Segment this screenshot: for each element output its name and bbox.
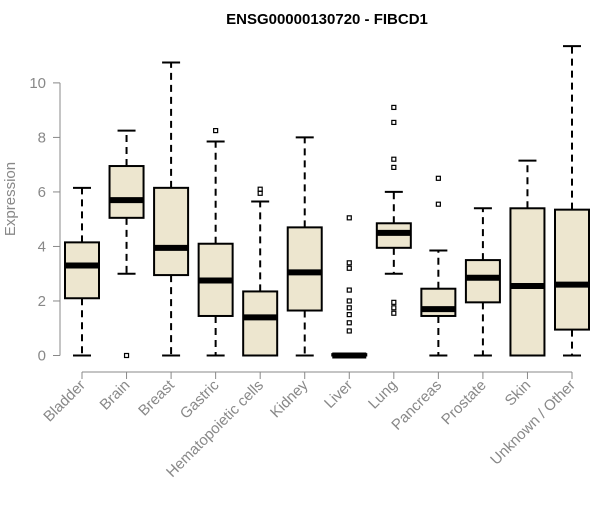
box-bladder	[64, 186, 100, 357]
outlier-point	[213, 127, 219, 134]
chart-title: ENSG00000130720 - FIBCD1	[226, 11, 428, 28]
iqr-box	[108, 165, 145, 219]
y-axis-label: Expression	[2, 162, 19, 236]
box-lung	[375, 104, 412, 316]
box-pancreas	[420, 175, 457, 357]
box-gastric	[197, 127, 234, 357]
iqr-box	[286, 226, 323, 312]
outlier-point	[391, 104, 397, 111]
outlier-point	[435, 175, 441, 181]
outlier-point	[257, 186, 263, 192]
outlier-point	[391, 164, 397, 170]
outlier-point	[435, 201, 441, 207]
outlier-point	[391, 299, 397, 305]
y-tick-label: 0	[38, 348, 46, 365]
outlier-point	[346, 305, 352, 311]
box-hematopoietic-cells	[242, 186, 279, 357]
outlier-point	[257, 190, 263, 196]
box-breast	[153, 61, 190, 357]
outlier-point	[346, 287, 352, 293]
box-unknown-other	[554, 45, 590, 357]
x-tick-label: Lung	[365, 377, 401, 413]
x-tick-label: Skin	[502, 377, 535, 410]
outlier-point	[346, 215, 352, 221]
x-tick-label: Kidney	[267, 376, 312, 421]
iqr-box	[64, 241, 100, 300]
outlier-point	[346, 320, 352, 326]
outlier-point	[391, 156, 397, 162]
y-tick-label: 6	[38, 184, 46, 201]
box-brain	[108, 129, 145, 359]
outlier-point	[346, 328, 352, 334]
outlier-point	[391, 305, 397, 311]
outlier-point	[391, 119, 397, 126]
outlier-point	[346, 298, 352, 304]
y-tick-label: 8	[38, 129, 46, 146]
x-tick-label: Unknown / Other	[487, 377, 579, 469]
y-tick-label: 4	[38, 238, 46, 255]
outlier-point	[391, 310, 397, 316]
outlier-point	[346, 312, 352, 318]
outlier-point	[346, 265, 352, 271]
iqr-box	[509, 207, 546, 357]
iqr-box	[464, 259, 501, 304]
x-tick-label: Bladder	[40, 377, 89, 426]
box-kidney	[286, 136, 323, 357]
x-tick-label: Brain	[97, 377, 134, 414]
iqr-box	[242, 290, 279, 357]
iqr-box	[153, 186, 190, 277]
x-tick-label: Liver	[321, 377, 356, 412]
outlier-point	[123, 352, 130, 359]
y-tick-label: 10	[29, 75, 46, 92]
iqr-box	[554, 208, 590, 331]
x-tick-label: Breast	[135, 376, 178, 419]
box-series	[64, 45, 590, 359]
box-liver	[331, 215, 368, 359]
outlier-point	[346, 260, 352, 266]
x-tick-label: Prostate	[438, 377, 490, 429]
axes: 0 2 4 6 8 10	[29, 75, 572, 373]
box-prostate	[464, 207, 501, 357]
y-tick-label: 2	[38, 293, 46, 310]
box-skin	[509, 159, 546, 357]
